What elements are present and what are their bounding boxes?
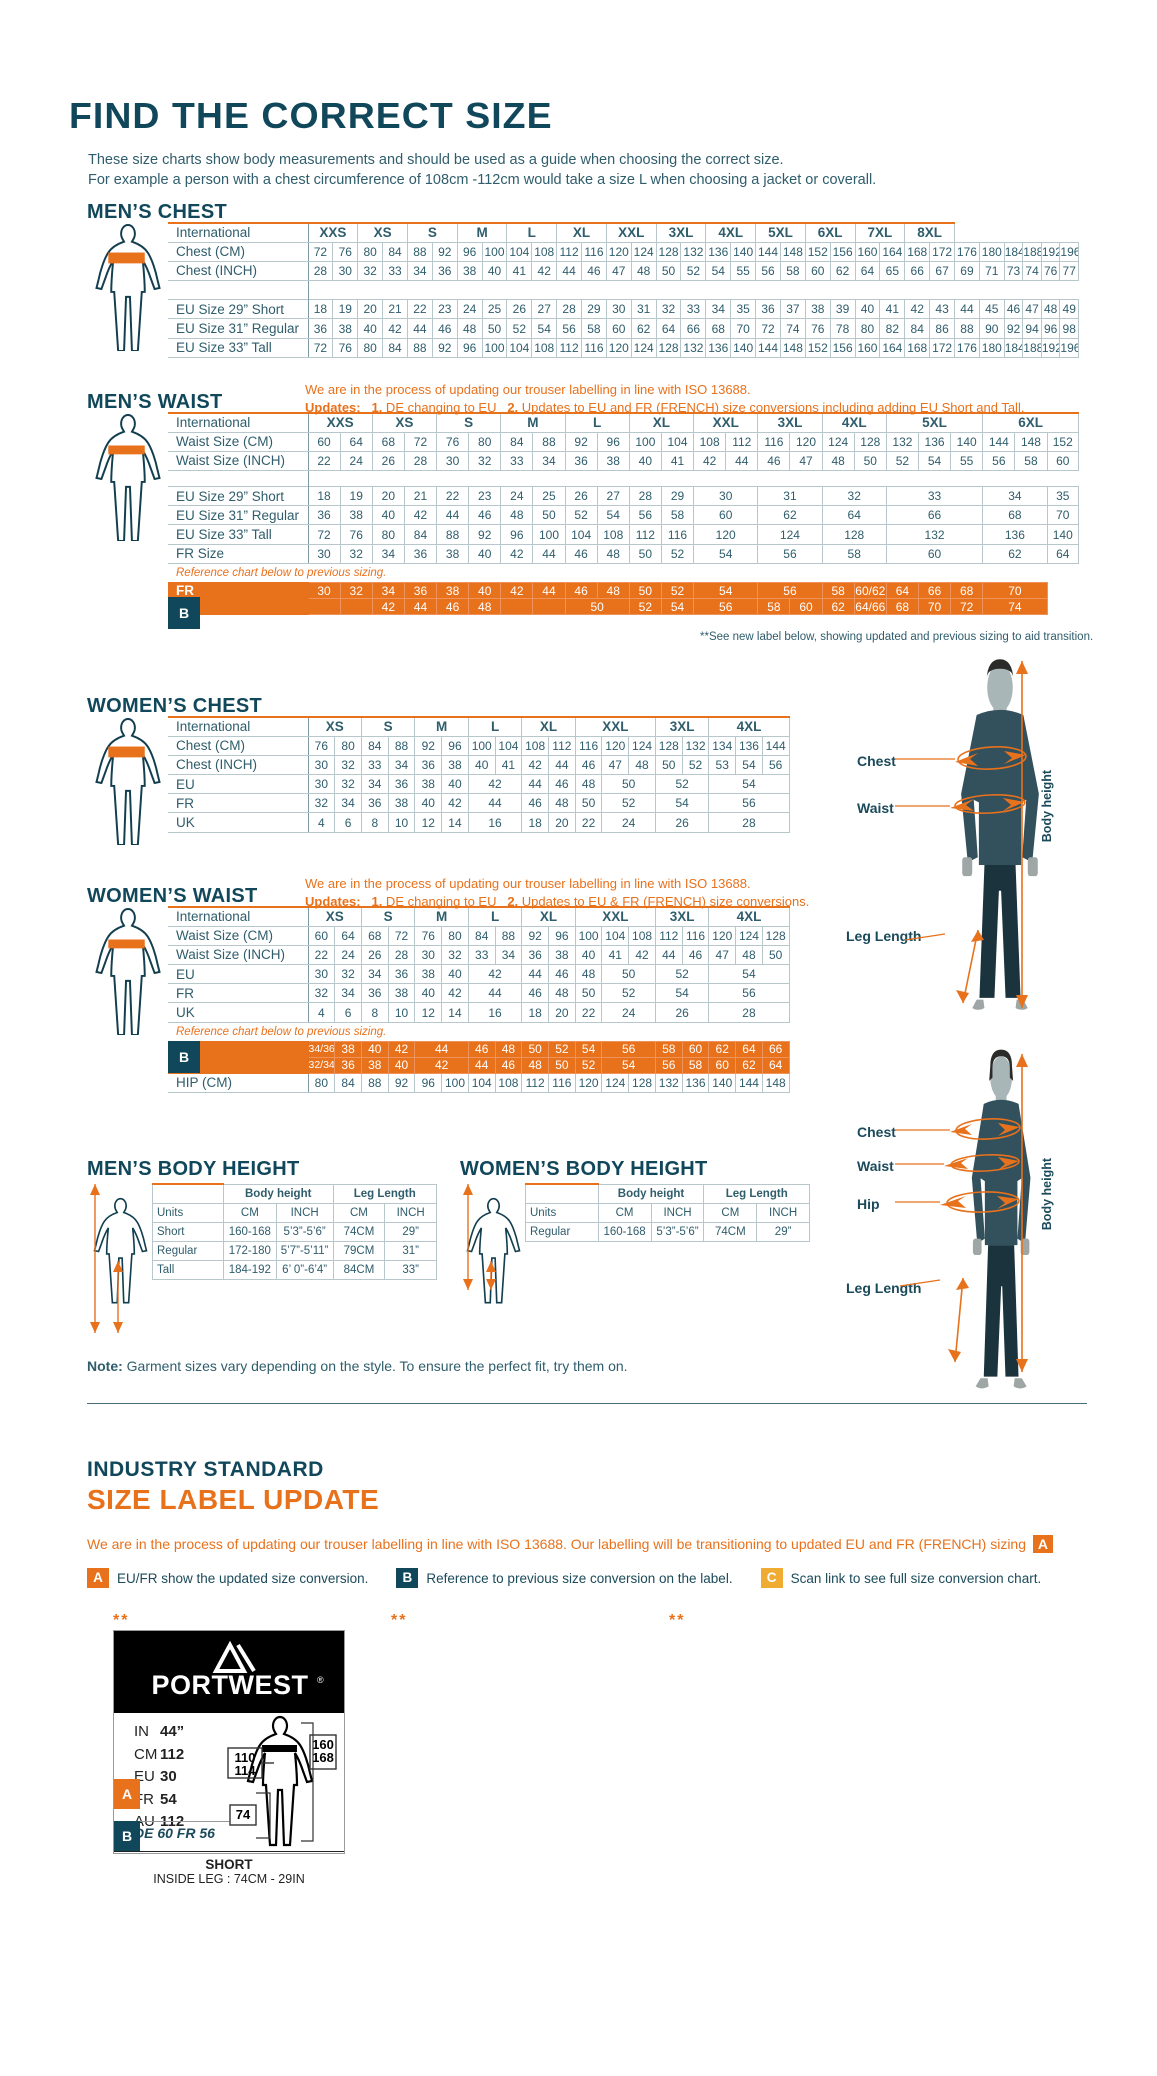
svg-text:74: 74 — [236, 1807, 251, 1822]
svg-text:168: 168 — [312, 1750, 334, 1765]
svg-text:114: 114 — [235, 1763, 257, 1778]
svg-text:®: ® — [317, 1675, 324, 1685]
svg-text:PORTWEST: PORTWEST — [152, 1670, 309, 1700]
